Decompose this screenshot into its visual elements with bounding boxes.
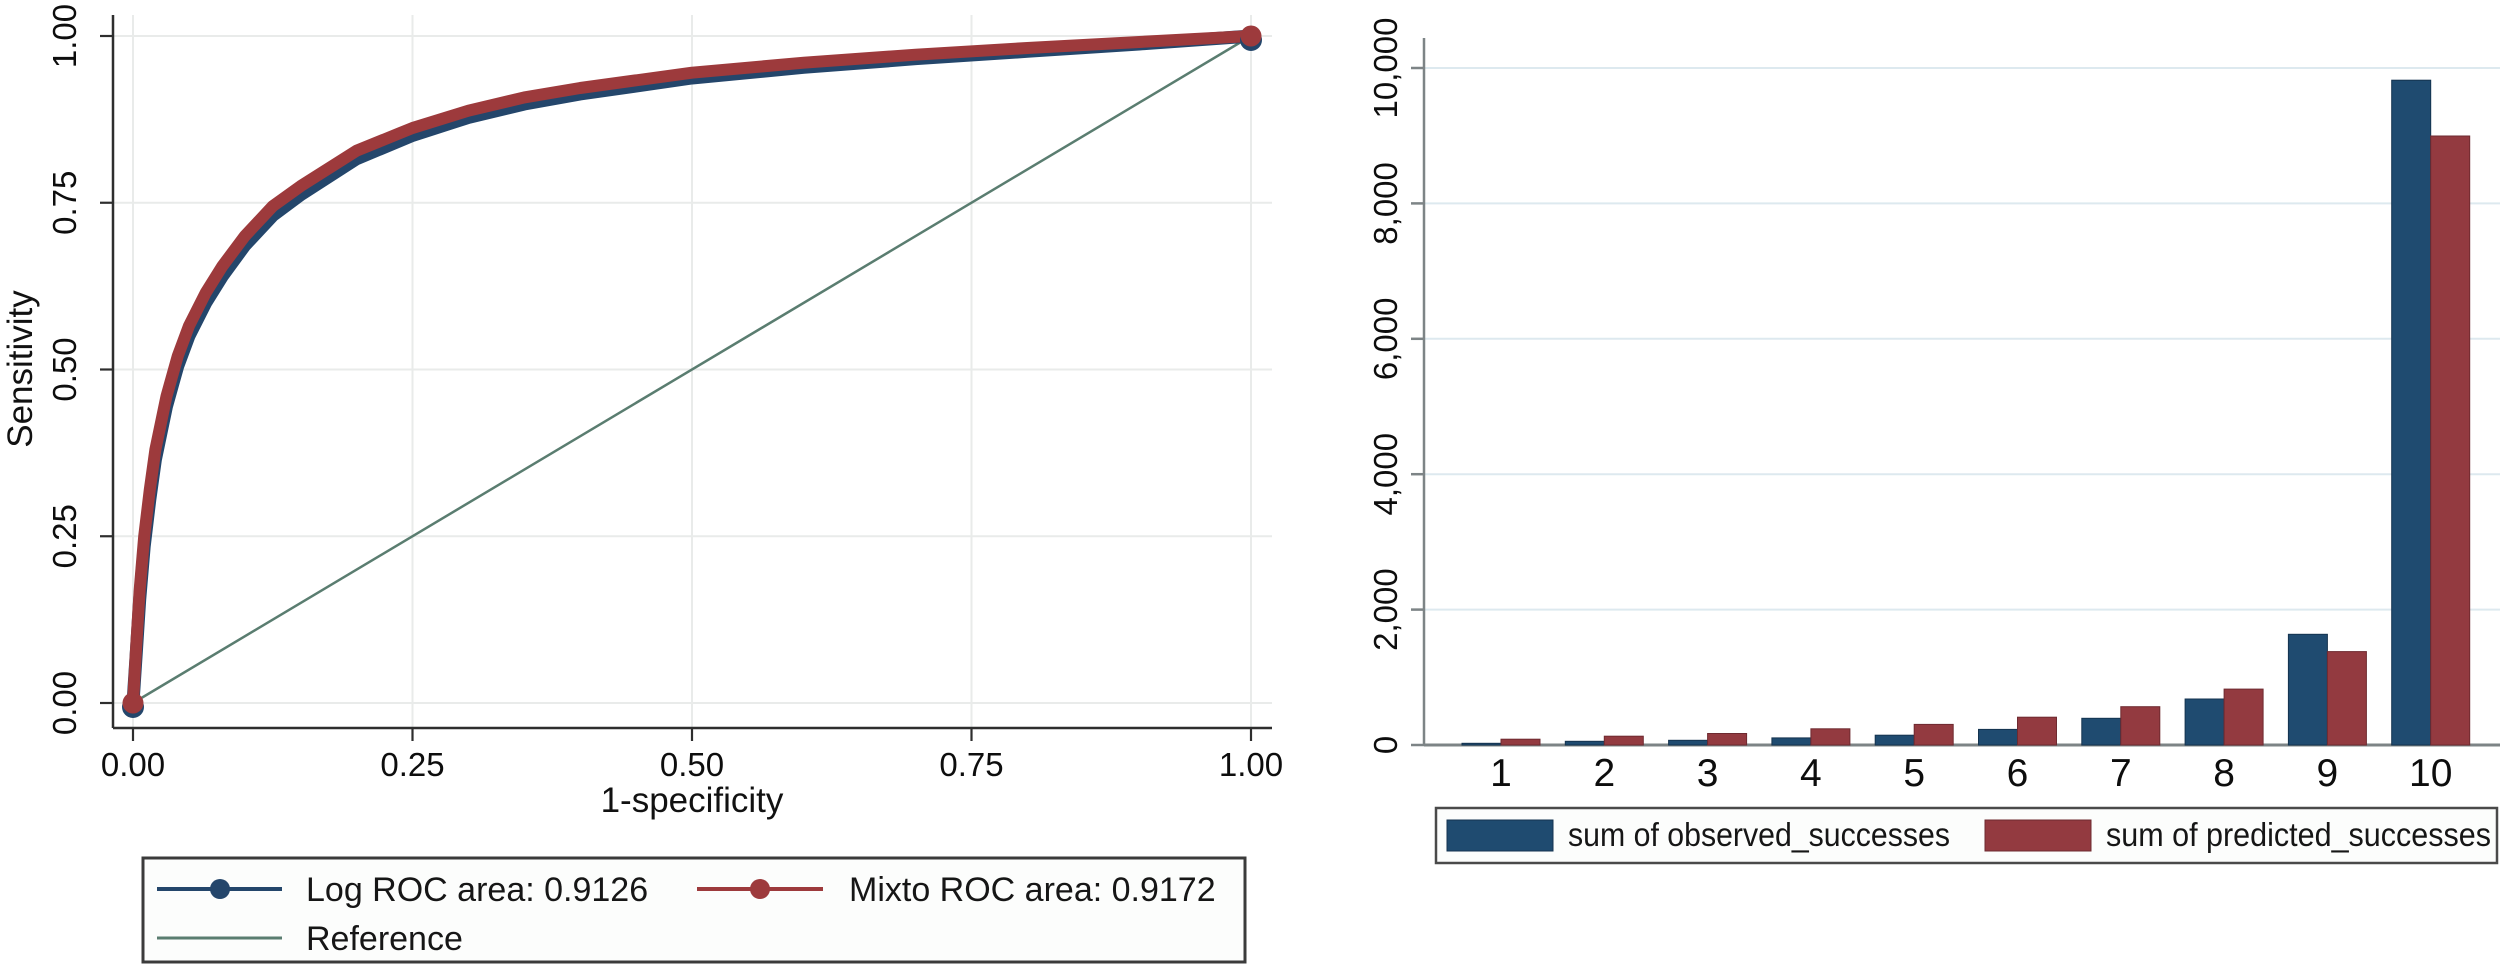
- bar-predicted-9: [2326, 651, 2367, 746]
- bar-y-tick-label: 2,000: [1367, 568, 1404, 651]
- roc-x-tick-label: 0.00: [101, 746, 165, 783]
- roc-y-tick-label: 0.00: [46, 671, 83, 735]
- bar-predicted-4: [1810, 728, 1851, 746]
- legend-swatch-mixto-marker: [750, 879, 770, 899]
- roc-generated: 0.00 0.25 0.50 0.75 1.00 0.00 0.25 0.50 0.75 1.00: [46, 4, 1283, 783]
- bar-x-category-label: 3: [1697, 752, 1719, 795]
- bar-observed-1: [1461, 742, 1502, 746]
- bar-x-category-label: 1: [1490, 752, 1512, 795]
- bar-legend-label-predicted: sum of predicted_successes: [2106, 816, 2491, 853]
- bar-x-category-label: 10: [2409, 752, 2452, 795]
- bar-y-tick-label: 6,000: [1367, 298, 1404, 381]
- bar-generated: 0 2,000 4,000 6,000 8,000 10,000 1 2 3 4 5 6 7 8 9 10: [1367, 18, 2500, 795]
- bar-legend: sum of observed_successes sum of predict…: [1434, 806, 2499, 865]
- bar-y-tick-label: 0: [1367, 736, 1404, 754]
- bar-predicted-10: [2430, 135, 2471, 746]
- bar-predicted-6: [2017, 716, 2057, 746]
- bar-legend-box: [1434, 806, 2499, 865]
- bar-predicted-5: [1913, 723, 1954, 746]
- roc-chart: 0.00 0.25 0.50 0.75 1.00 0.00 0.25 0.50 0.75 1.00…: [1, 4, 1283, 964]
- roc-x-tick-label: 0.75: [939, 746, 1003, 783]
- bar-legend-label-observed: sum of observed_successes: [1568, 816, 1950, 853]
- legend-label-reference: Reference: [306, 920, 463, 958]
- roc-x-tick-label: 0.25: [380, 746, 444, 783]
- roc-y-tick-label: 0.75: [46, 171, 83, 235]
- bar-legend-swatch-observed: [1446, 819, 1554, 852]
- bar-observed-5: [1874, 734, 1915, 746]
- bar-y-tick-label: 8,000: [1367, 162, 1404, 245]
- bar-x-category-label: 6: [2007, 752, 2029, 795]
- bar-predicted-2: [1603, 735, 1644, 746]
- roc-endpoint-marker: [1240, 25, 1262, 47]
- bar-observed-7: [2081, 717, 2122, 746]
- bar-predicted-1: [1500, 738, 1541, 746]
- roc-y-axis-title: Sensitivity: [1, 290, 40, 448]
- bar-x-category-label: 2: [1593, 752, 1615, 795]
- bar-x-category-label: 9: [2317, 752, 2339, 795]
- roc-legend-box: [141, 856, 1247, 964]
- bar-x-category-label: 8: [2213, 752, 2235, 795]
- roc-y-tick-label: 0.50: [46, 337, 83, 401]
- bar-observed-3: [1668, 739, 1709, 746]
- roc-x-tick-label: 1.00: [1219, 746, 1283, 783]
- bar-legend-swatch-predicted: [1984, 819, 2092, 852]
- bar-observed-10: [2391, 79, 2432, 746]
- roc-endpoint-marker: [122, 692, 144, 714]
- bar-observed-9: [2287, 633, 2328, 746]
- bar-predicted-7: [2120, 706, 2161, 746]
- legend-label-mixto: Mixto ROC area: 0.9172: [849, 871, 1216, 909]
- bar-x-category-label: 5: [1903, 752, 1925, 795]
- bar-y-tick-label: 4,000: [1367, 433, 1404, 516]
- legend-label-log: Log ROC area: 0.9126: [306, 871, 648, 909]
- bar-predicted-3: [1707, 733, 1748, 746]
- bar-predicted-8: [2223, 688, 2264, 746]
- roc-y-tick-label: 0.25: [46, 504, 83, 568]
- bar-x-category-label: 7: [2110, 752, 2132, 795]
- bar-chart: 0 2,000 4,000 6,000 8,000 10,000 1 2 3 4 5 6 7 8 9 10 s…: [1367, 18, 2500, 865]
- roc-series-reference: [131, 34, 1253, 705]
- roc-y-tick-label: 1.00: [46, 4, 83, 68]
- bar-observed-4: [1771, 737, 1812, 746]
- roc-legend: Log ROC area: 0.9126 Mixto ROC area: 0.9…: [141, 856, 1247, 964]
- roc-series-mixto: [127, 30, 1257, 709]
- bar-x-category-label: 4: [1800, 752, 1822, 795]
- roc-x-tick-label: 0.50: [660, 746, 724, 783]
- bar-y-tick-label: 10,000: [1367, 18, 1404, 119]
- legend-swatch-log-marker: [210, 879, 230, 899]
- bar-observed-6: [1978, 728, 2018, 746]
- bar-observed-8: [2184, 698, 2225, 746]
- roc-x-axis-title: 1-specificity: [601, 781, 784, 820]
- bar-observed-2: [1564, 740, 1605, 746]
